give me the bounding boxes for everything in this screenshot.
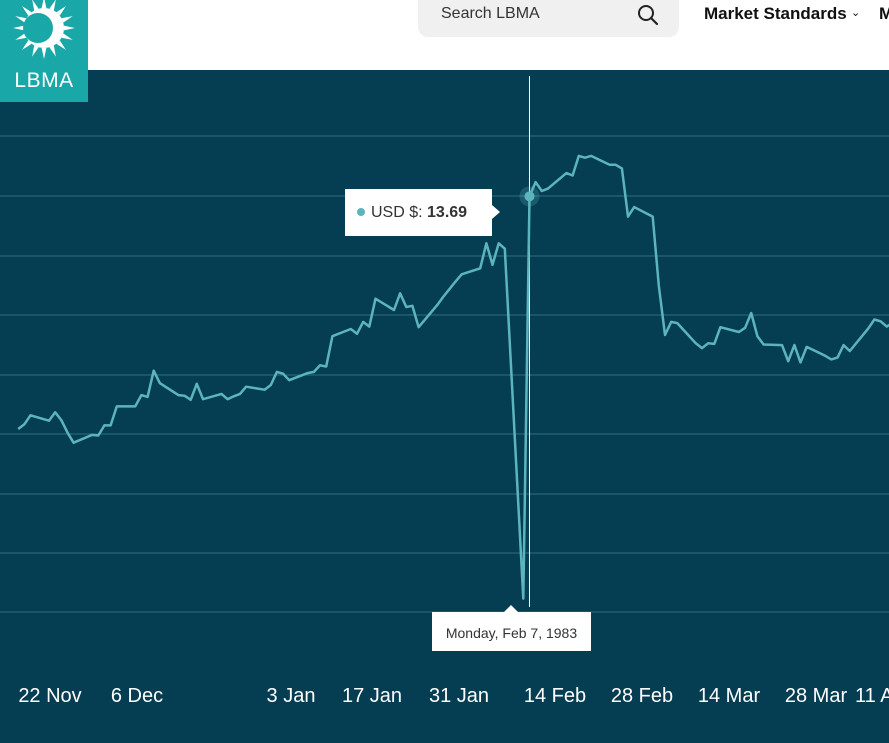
sun-ray bbox=[32, 0, 39, 11]
sun-ray bbox=[41, 47, 47, 59]
x-tick-label: 28 Mar bbox=[785, 685, 848, 707]
sun-ray bbox=[22, 6, 32, 16]
sun-moon-logo-icon bbox=[13, 0, 75, 59]
chevron-down-icon[interactable]: ⌄ bbox=[851, 7, 861, 19]
search-input[interactable]: Search LBMA bbox=[418, 0, 679, 37]
x-tick-label: 14 Mar bbox=[698, 685, 761, 707]
x-tick-label: 3 Jan bbox=[267, 685, 316, 707]
lbma-logo[interactable]: LBMA bbox=[0, 0, 88, 102]
date-label: Monday, Feb 7, 1983 bbox=[432, 605, 591, 651]
x-tick-label: 31 Jan bbox=[429, 685, 489, 707]
series-dot-icon bbox=[357, 207, 365, 216]
x-tick-label: 17 Jan bbox=[342, 685, 402, 707]
x-tick-label: 22 Nov bbox=[18, 685, 81, 707]
logo-text: LBMA bbox=[14, 69, 74, 92]
tooltip-series-label: USD $: bbox=[371, 204, 423, 221]
tooltip-value: 13.69 bbox=[427, 204, 468, 221]
sun-ray bbox=[56, 6, 66, 16]
sun-ray bbox=[56, 40, 66, 50]
highlighted-data-point[interactable] bbox=[524, 191, 535, 202]
x-tick-label: 28 Feb bbox=[611, 685, 673, 707]
line-chart: 22 Nov 6 Dec 3 Jan 17 Jan 31 Jan 14 Feb 28 Feb… bbox=[0, 76, 889, 707]
sun-ray bbox=[22, 40, 32, 50]
sun-ray bbox=[49, 45, 56, 57]
x-tick-label: 6 Dec bbox=[111, 685, 163, 707]
sun-ray bbox=[49, 0, 56, 11]
x-tick-label: 11 A bbox=[855, 685, 889, 707]
nav-market-standards[interactable]: Market Standards bbox=[704, 4, 847, 23]
search-placeholder: Search LBMA bbox=[441, 5, 540, 22]
sun-ray bbox=[63, 25, 75, 31]
sun-ray bbox=[13, 25, 25, 31]
search-icon[interactable] bbox=[636, 3, 660, 27]
sun-ray bbox=[61, 16, 73, 23]
sun-ray bbox=[15, 16, 27, 23]
sun-ray bbox=[61, 33, 73, 40]
x-tick-label: 14 Feb bbox=[524, 685, 586, 707]
sun-ray bbox=[15, 33, 27, 40]
nav-next-item[interactable]: M bbox=[879, 4, 889, 23]
series-line-usd[interactable] bbox=[17, 154, 889, 600]
sun-ray bbox=[41, 0, 47, 9]
value-tooltip: USD $: 13.69 bbox=[345, 189, 500, 236]
sun-ray bbox=[32, 45, 39, 57]
